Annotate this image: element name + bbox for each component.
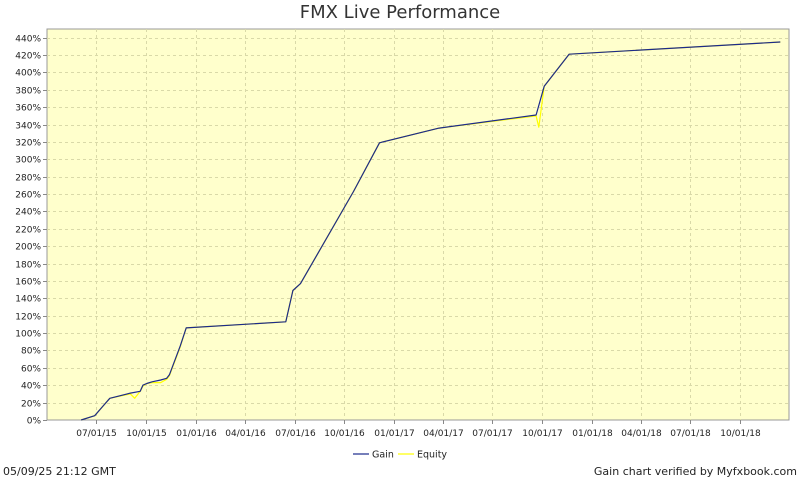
y-tick-label: 320%	[15, 139, 41, 149]
chart-title: FMX Live Performance	[299, 2, 501, 23]
y-tick-label: 100%	[15, 330, 41, 340]
y-tick-label: 420%	[15, 52, 41, 62]
axis-layer: 0% 20% 40% 60% 80% 100% 120% 140% 160% 180% 200% 22…	[15, 35, 761, 440]
y-tick-label: 180%	[15, 261, 41, 271]
x-tick-label: 07/01/15	[76, 429, 116, 439]
footer-timestamp: 05/09/25 21:12 GMT	[3, 465, 116, 478]
y-tick-label: 120%	[15, 313, 41, 323]
x-tick-label: 07/01/18	[670, 429, 711, 439]
y-tick-label: 340%	[15, 122, 41, 132]
y-tick-label: 240%	[15, 208, 41, 218]
y-tick-label: 440%	[15, 35, 41, 45]
y-tick-label: 40%	[21, 382, 41, 392]
x-tick-label: 04/01/16	[225, 429, 266, 439]
y-tick-label: 140%	[15, 295, 41, 305]
y-tick-label: 280%	[15, 174, 41, 184]
series-line-gain	[80, 41, 781, 421]
y-tick-label: 220%	[15, 226, 41, 236]
y-tick-label: 200%	[15, 243, 41, 253]
y-tick-label: 400%	[15, 69, 41, 79]
x-tick-label: 01/01/16	[176, 429, 217, 439]
x-tick-label: 04/01/17	[423, 429, 463, 439]
x-tick-label: 04/01/18	[621, 429, 662, 439]
x-tick-label: 01/01/18	[572, 429, 613, 439]
legend-label-equity: Equity	[417, 450, 447, 461]
footer-verified-text: Gain chart verified by Myfxbook.com	[593, 465, 797, 478]
y-tick-label: 260%	[15, 191, 41, 201]
x-tick-label: 10/01/15	[126, 429, 166, 439]
legend: Gain Equity	[353, 450, 447, 461]
x-tick-label: 07/01/17	[472, 429, 512, 439]
legend-label-gain: Gain	[372, 450, 394, 461]
x-tick-label: 10/01/17	[522, 429, 562, 439]
y-tick-label: 60%	[21, 365, 41, 375]
plot-background	[46, 28, 790, 421]
x-tick-label: 07/01/16	[275, 429, 316, 439]
y-tick-label: 380%	[15, 87, 41, 97]
y-tick-label: 300%	[15, 156, 41, 166]
x-tick-label: 01/01/17	[374, 429, 414, 439]
series-layer	[80, 41, 781, 421]
grid-layer	[47, 29, 789, 420]
x-tick-label: 10/01/16	[324, 429, 365, 439]
y-tick-label: 0%	[27, 417, 42, 427]
y-tick-label: 360%	[15, 104, 41, 114]
y-tick-label: 160%	[15, 278, 41, 288]
x-tick-label: 10/01/18	[720, 429, 761, 439]
y-tick-label: 80%	[21, 347, 41, 357]
y-tick-label: 20%	[21, 400, 41, 410]
